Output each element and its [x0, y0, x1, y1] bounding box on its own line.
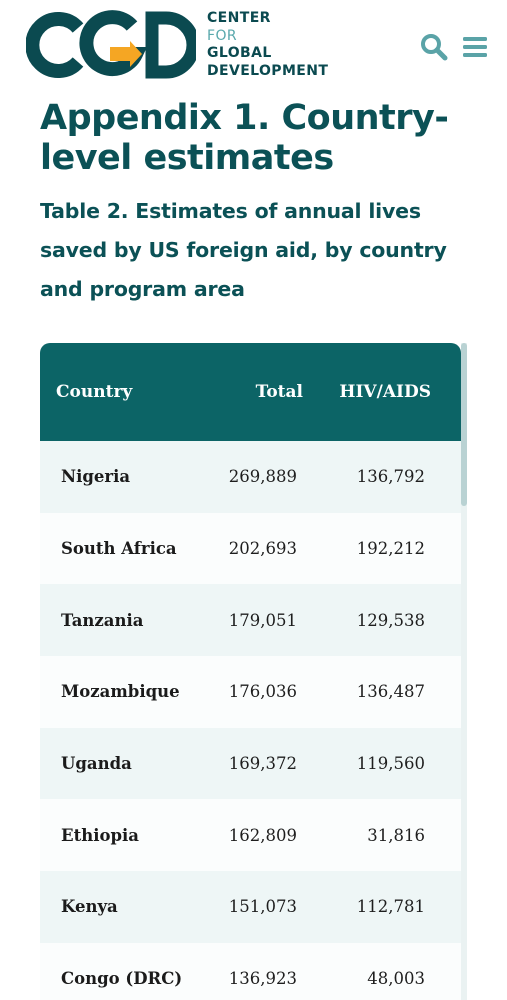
cell-total: 269,889: [228, 467, 297, 487]
table-row: Nigeria 269,889 136,792: [40, 441, 461, 513]
page-title: Appendix 1. Country-level estimates: [40, 98, 449, 178]
cell-total: 176,036: [228, 682, 297, 702]
cell-hiv: 136,792: [356, 467, 425, 487]
cell-total: 179,051: [228, 610, 297, 630]
cell-country: Kenya: [61, 897, 118, 917]
column-header-hiv: HIV/AIDS: [339, 382, 431, 402]
cell-country: Uganda: [61, 754, 132, 774]
cell-hiv: 129,538: [356, 610, 425, 630]
table-row: Tanzania 179,051 129,538: [40, 584, 461, 657]
cell-hiv: 112,781: [356, 897, 425, 917]
data-table-container: Country Total HIV/AIDS Nigeria 269,889 1…: [40, 343, 461, 1000]
cell-total: 169,372: [228, 754, 297, 774]
cell-country: South Africa: [61, 539, 177, 559]
cell-hiv: 31,816: [367, 825, 425, 845]
cell-total: 151,073: [228, 897, 297, 917]
table-row: Mozambique 176,036 136,487: [40, 656, 461, 728]
cell-country: Nigeria: [61, 467, 131, 487]
cell-country: Ethiopia: [61, 825, 139, 845]
logo-line-for: FOR: [207, 27, 237, 44]
table-scrollbar[interactable]: [461, 343, 467, 1000]
search-icon[interactable]: [420, 33, 448, 61]
cell-country: Tanzania: [61, 610, 144, 630]
table-scrollbar-thumb[interactable]: [461, 343, 467, 506]
cell-total: 136,923: [228, 969, 297, 989]
logo-wordmark: CENTER FOR GLOBAL DEVELOPMENT: [207, 10, 328, 80]
site-header: CENTER FOR GLOBAL DEVELOPMENT: [0, 0, 507, 90]
cell-total: 162,809: [228, 825, 297, 845]
table-row: Ethiopia 162,809 31,816: [40, 799, 461, 872]
table-row: South Africa 202,693 192,212: [40, 512, 461, 585]
logo-line-center: CENTER: [207, 10, 271, 26]
table-header-row: Country Total HIV/AIDS: [40, 343, 461, 441]
cell-country: Mozambique: [61, 682, 180, 702]
table-row: Uganda 169,372 119,560: [40, 727, 461, 800]
column-header-total: Total: [255, 382, 303, 402]
column-header-country: Country: [56, 382, 133, 402]
cell-country: Congo (DRC): [61, 969, 183, 989]
hamburger-menu-icon[interactable]: [462, 35, 488, 59]
lives-saved-table: Country Total HIV/AIDS Nigeria 269,889 1…: [40, 343, 461, 1000]
cell-total: 202,693: [228, 539, 297, 559]
table-row: Kenya 151,073 112,781: [40, 871, 461, 943]
cell-hiv: 136,487: [356, 682, 425, 702]
cell-hiv: 48,003: [367, 969, 425, 989]
cell-hiv: 192,212: [356, 539, 425, 559]
table-row: Congo (DRC) 136,923 48,003: [40, 942, 461, 1000]
logo-line-development: DEVELOPMENT: [207, 62, 329, 79]
cell-hiv: 119,560: [356, 754, 425, 774]
logo-line-global: GLOBAL: [207, 45, 272, 61]
table-title: Table 2. Estimates of annual lives saved…: [40, 199, 447, 301]
cgd-logo[interactable]: [26, 10, 196, 80]
